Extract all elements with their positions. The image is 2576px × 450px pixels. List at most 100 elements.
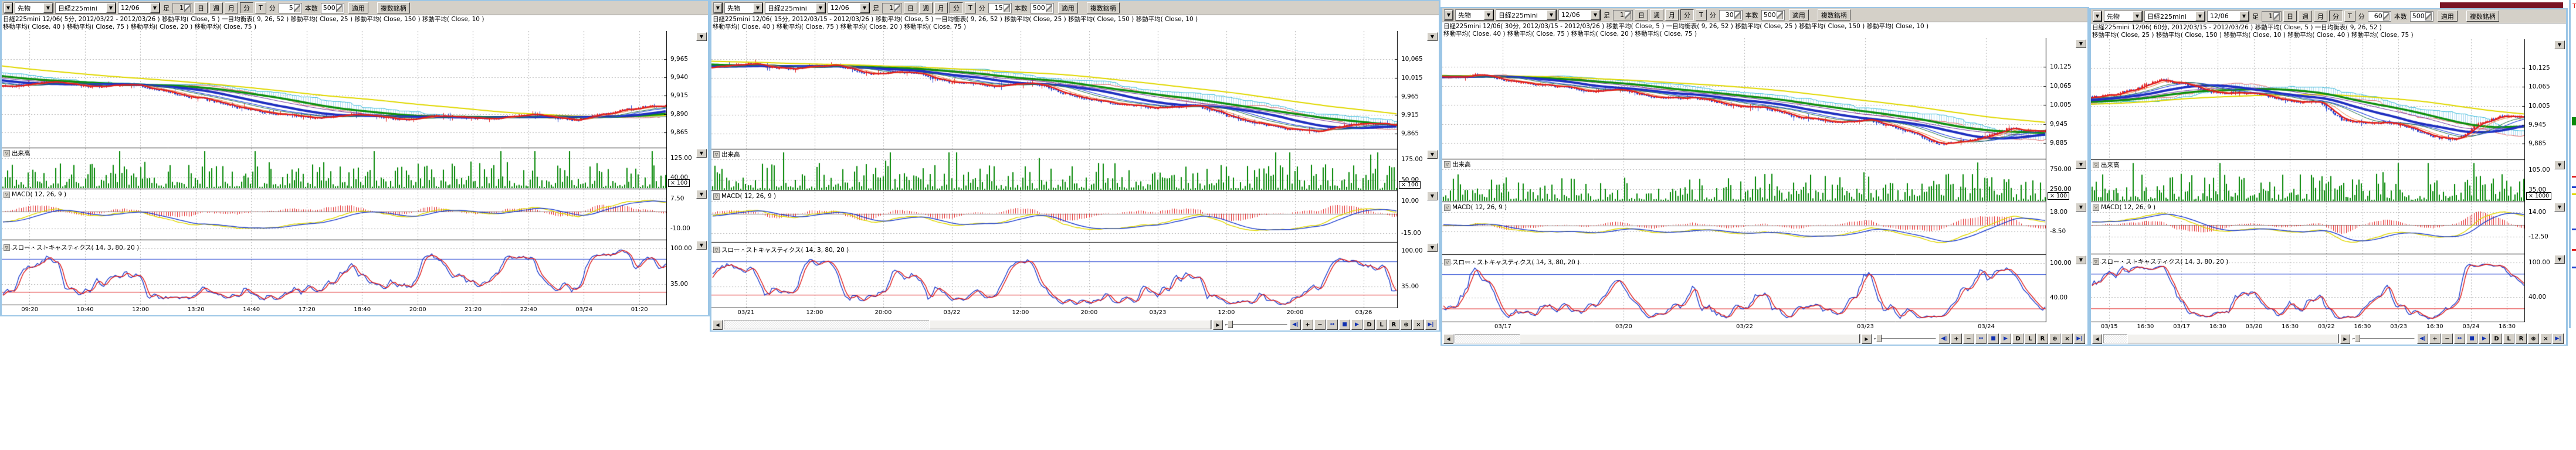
magnify-button[interactable]: ⊕ — [1401, 319, 1412, 330]
step-left-button[interactable]: ◀| — [2417, 333, 2428, 344]
pane-menu-button[interactable]: ▼ — [1427, 150, 1438, 159]
zoom-out-button[interactable]: − — [1963, 333, 1974, 344]
pane-menu-button[interactable]: ▼ — [2554, 161, 2565, 169]
play-button[interactable]: ▶ — [2000, 333, 2011, 344]
contract-combobox[interactable]: 12/06 ▼ — [118, 2, 160, 13]
scroll-left-button[interactable]: ◀ — [1443, 333, 1453, 344]
spinner-icon[interactable] — [1045, 4, 1052, 12]
reset-button[interactable]: R — [2516, 333, 2527, 344]
spinner-icon[interactable] — [1776, 11, 1783, 19]
step-left-button[interactable]: ◀| — [1290, 319, 1301, 330]
collapse-pane-icon[interactable]: ▽ — [4, 191, 10, 198]
spinner-icon[interactable] — [184, 4, 191, 12]
period-button-分[interactable]: 分 — [240, 2, 253, 13]
bar-count-spinbox[interactable]: 500 — [2409, 11, 2433, 22]
stop-button[interactable]: ■ — [1988, 333, 1999, 344]
period-button-T[interactable]: T — [1696, 9, 1707, 21]
spinner-icon[interactable] — [335, 4, 343, 12]
period-button-分[interactable]: 分 — [950, 2, 963, 13]
magnify-button[interactable]: ⊕ — [2528, 333, 2539, 344]
pane-menu-button[interactable]: ▼ — [1427, 243, 1438, 252]
scroll-thumb[interactable] — [1520, 334, 1860, 343]
ashi-spinbox[interactable]: 1 — [1613, 9, 1633, 21]
step-right-button[interactable]: ▶| — [1425, 319, 1436, 330]
pane-menu-button[interactable]: ▼ — [2076, 39, 2086, 48]
edge-combobox[interactable]: ▼ — [713, 2, 723, 13]
multi-symbol-button[interactable]: 複数銘柄 — [1817, 9, 1850, 21]
daily-button[interactable]: D — [1364, 319, 1375, 330]
zoom-out-button[interactable]: − — [1314, 319, 1326, 330]
edge-combobox[interactable]: ▼ — [4, 2, 13, 13]
spinner-icon[interactable] — [293, 4, 300, 12]
magnify-button[interactable]: ⊕ — [2049, 333, 2060, 344]
daily-button[interactable]: D — [2012, 333, 2023, 344]
bar-width-slider[interactable] — [1873, 334, 1937, 343]
chart-plot-area[interactable] — [711, 31, 1398, 308]
chart-plot-area[interactable] — [2, 31, 667, 305]
symbol-combobox[interactable]: 日経225mini ▼ — [765, 2, 826, 13]
daily-button[interactable]: D — [2491, 333, 2502, 344]
step-right-button[interactable]: ▶| — [2553, 333, 2564, 344]
collapse-pane-icon[interactable]: ▽ — [1444, 204, 1450, 211]
pane-menu-button[interactable]: ▼ — [696, 241, 707, 250]
pane-menu-button[interactable]: ▼ — [2076, 255, 2086, 264]
collapse-pane-icon[interactable]: ▽ — [713, 193, 720, 200]
period-button-週[interactable]: 週 — [1650, 9, 1663, 21]
log-button[interactable]: L — [2503, 333, 2514, 344]
zoom-in-button[interactable]: + — [2429, 333, 2441, 344]
period-button-T[interactable]: T — [965, 2, 976, 13]
apply-button[interactable]: 適用 — [2437, 11, 2458, 22]
collapse-pane-icon[interactable]: ▽ — [1444, 259, 1450, 265]
zoom-in-button[interactable]: + — [1951, 333, 1962, 344]
collapse-pane-icon[interactable]: ▽ — [2093, 162, 2099, 168]
period-button-月[interactable]: 月 — [225, 2, 238, 13]
fit-width-button[interactable]: ↔ — [1975, 333, 1987, 344]
multi-symbol-button[interactable]: 複数銘柄 — [2466, 11, 2499, 22]
pane-menu-button[interactable]: ▼ — [2554, 203, 2565, 212]
symbol-combobox[interactable]: 日経225mini ▼ — [1496, 9, 1557, 21]
spinner-icon[interactable] — [1625, 11, 1631, 19]
symbol-combobox[interactable]: 日経225mini ▼ — [55, 2, 116, 13]
fit-width-button[interactable]: ↔ — [1327, 319, 1338, 330]
period-button-月[interactable]: 月 — [2314, 11, 2327, 22]
period-button-分[interactable]: 分 — [1680, 9, 1694, 21]
collapse-pane-icon[interactable]: ▽ — [713, 151, 720, 158]
bar-width-slider[interactable] — [1224, 320, 1289, 329]
period-button-週[interactable]: 週 — [209, 2, 223, 13]
spinner-icon[interactable] — [2425, 12, 2432, 21]
contract-combobox[interactable]: 12/06 ▼ — [2207, 11, 2249, 22]
step-left-button[interactable]: ◀| — [1938, 333, 1950, 344]
spinner-icon[interactable] — [1734, 11, 1741, 19]
pane-menu-button[interactable]: ▼ — [1427, 192, 1438, 200]
ashi-spinbox[interactable]: 1 — [882, 2, 902, 13]
close-drawing-button[interactable]: × — [2540, 333, 2551, 344]
reset-button[interactable]: R — [1388, 319, 1399, 330]
close-drawing-button[interactable]: × — [1413, 319, 1424, 330]
apply-button[interactable]: 適用 — [1788, 9, 1809, 21]
scroll-left-button[interactable]: ◀ — [2092, 333, 2102, 344]
contract-combobox[interactable]: 12/06 ▼ — [828, 2, 870, 13]
pane-menu-button[interactable]: ▼ — [696, 32, 707, 41]
reset-button[interactable]: R — [2037, 333, 2048, 344]
bar-width-slider[interactable] — [2351, 334, 2416, 343]
period-button-日[interactable]: 日 — [1635, 9, 1648, 21]
bar-count-spinbox[interactable]: 500 — [1761, 9, 1785, 21]
edge-combobox[interactable]: ▼ — [2093, 11, 2102, 22]
pane-menu-button[interactable]: ▼ — [2076, 203, 2086, 212]
category-combobox[interactable]: 先物 ▼ — [1455, 9, 1494, 21]
spinner-icon[interactable] — [2382, 12, 2389, 21]
period-button-週[interactable]: 週 — [919, 2, 933, 13]
slider-thumb[interactable] — [2355, 335, 2360, 342]
period-button-日[interactable]: 日 — [904, 2, 917, 13]
collapse-pane-icon[interactable]: ▽ — [4, 150, 10, 156]
category-combobox[interactable]: 先物 ▼ — [724, 2, 763, 13]
multi-symbol-button[interactable]: 複数銘柄 — [1086, 2, 1120, 13]
minutes-spinbox[interactable]: 5 — [278, 2, 302, 13]
stop-button[interactable]: ■ — [1339, 319, 1350, 330]
scroll-right-button[interactable]: ▶ — [2340, 333, 2350, 344]
log-button[interactable]: L — [1376, 319, 1387, 330]
scroll-right-button[interactable]: ▶ — [1213, 319, 1223, 330]
slider-thumb[interactable] — [1228, 321, 1233, 328]
period-button-分[interactable]: 分 — [2329, 11, 2343, 22]
ashi-spinbox[interactable]: 1 — [172, 2, 192, 13]
